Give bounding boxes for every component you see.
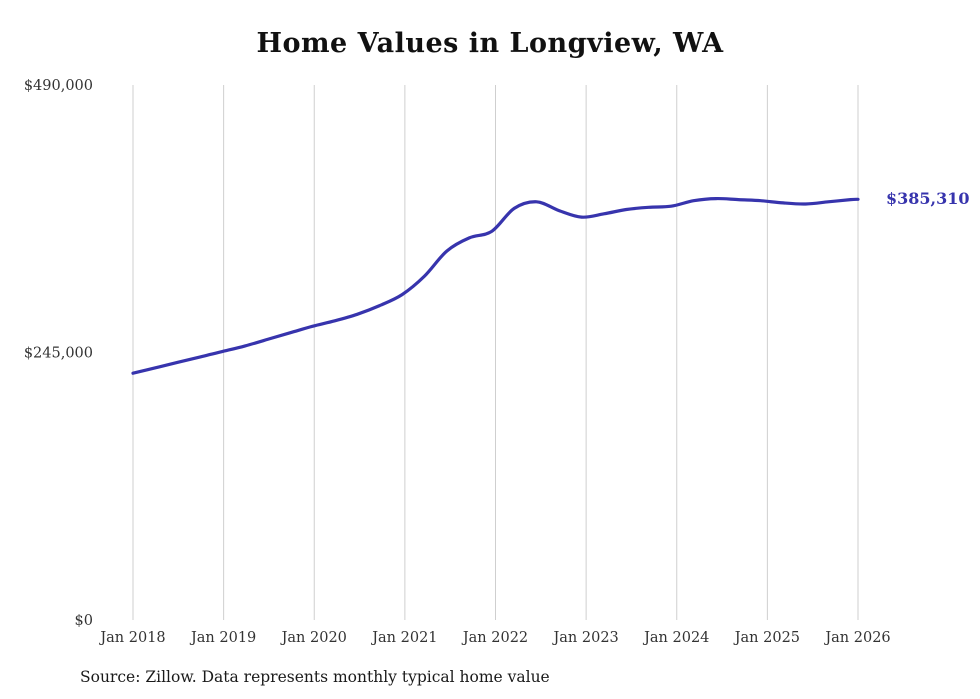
x-tick-label: Jan 2025 [733, 630, 800, 646]
source-note: Source: Zillow. Data represents monthly … [80, 668, 550, 686]
y-tick-label: $490,000 [24, 78, 93, 94]
series-line [131, 196, 860, 375]
x-tick-label: Jan 2018 [98, 630, 165, 646]
y-tick-label: $245,000 [24, 346, 93, 362]
y-tick-label: $0 [75, 613, 93, 629]
x-tick-label: Jan 2019 [189, 630, 256, 646]
x-tick-label: Jan 2022 [461, 630, 528, 646]
x-tick-label: Jan 2024 [642, 630, 709, 646]
x-tick-label: Jan 2020 [280, 630, 347, 646]
latest-value-label: $385,310 [886, 189, 970, 209]
x-tick-label: Jan 2023 [551, 630, 618, 646]
x-tick-label: Jan 2021 [370, 630, 437, 646]
x-tick-label: Jan 2026 [823, 630, 890, 646]
chart-title: Home Values in Longview, WA [256, 28, 724, 59]
